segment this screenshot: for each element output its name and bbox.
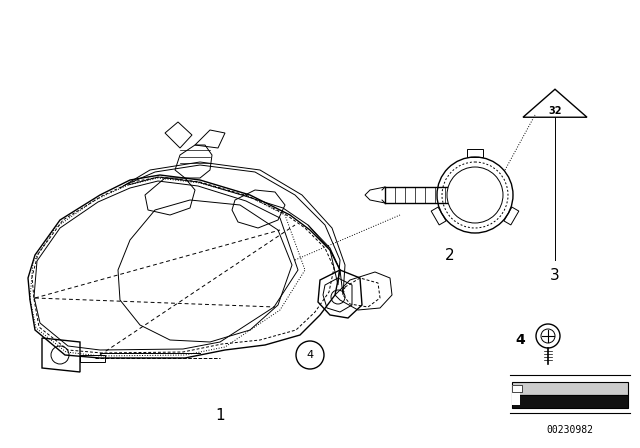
Text: 4: 4: [307, 350, 314, 360]
Polygon shape: [512, 385, 522, 392]
Polygon shape: [512, 395, 628, 408]
Text: 2: 2: [445, 247, 455, 263]
Text: 1: 1: [215, 408, 225, 422]
Polygon shape: [512, 382, 628, 395]
Text: 00230982: 00230982: [547, 425, 593, 435]
Polygon shape: [512, 385, 520, 405]
Text: 32: 32: [548, 106, 562, 116]
Text: 3: 3: [550, 267, 560, 283]
Text: 4: 4: [515, 333, 525, 347]
Circle shape: [296, 341, 324, 369]
